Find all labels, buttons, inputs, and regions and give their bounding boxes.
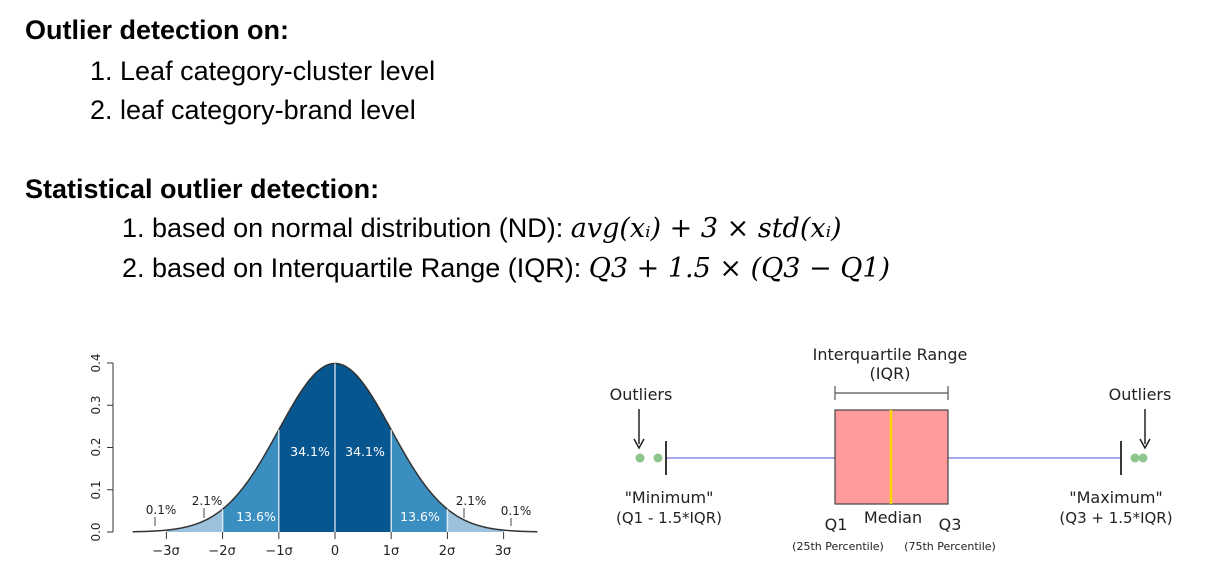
x-tick-label-pos3: 3σ	[495, 544, 512, 559]
maximum-label: "Maximum"	[1069, 488, 1163, 507]
band-tail-left	[166, 509, 223, 532]
minimum-formula: (Q1 - 1.5*IQR)	[616, 509, 722, 527]
outlier-arrowhead-right	[1139, 438, 1151, 450]
band-label-mid-left: 13.6%	[236, 509, 276, 524]
x-tick-label-pos2: 2σ	[439, 544, 456, 559]
band-label-mid-right: 13.6%	[400, 509, 440, 524]
svg-text:0.0: 0.0	[89, 522, 103, 541]
minimum-label: "Minimum"	[625, 488, 714, 507]
x-tick-label-neg1: −1σ	[265, 544, 292, 559]
q1-label: Q1	[825, 515, 848, 534]
sigma-dividers	[221, 363, 449, 532]
nd-formula: avg(xᵢ) + 3 × std(xᵢ)	[570, 213, 842, 244]
x-tick-label-pos1: 1σ	[383, 544, 400, 559]
y-tick-label-1: 0.1	[89, 480, 103, 499]
x-axis-ticks	[165, 532, 505, 539]
y-tick-label-4: 0.4	[89, 353, 103, 372]
statistical-outlier-heading: Statistical outlier detection:	[25, 174, 380, 204]
x-tick-label-0: 0	[331, 544, 339, 559]
outlier-point-right-2	[1138, 453, 1148, 463]
outlier-point-left-1	[635, 453, 645, 463]
band-tail-right	[447, 509, 504, 532]
svg-text:0.1: 0.1	[89, 480, 103, 499]
band-label-far-left: 0.1%	[146, 503, 177, 517]
svg-text:0.2: 0.2	[89, 437, 103, 456]
y-tick-label-0: 0.0	[89, 522, 103, 541]
stat-item-2: 2. based on Interquartile Range (IQR): Q…	[122, 253, 890, 284]
x-tick-label-neg3: −3σ	[152, 544, 179, 559]
svg-text:0.3: 0.3	[89, 395, 103, 414]
outliers-label-right: Outliers	[1109, 385, 1172, 404]
outliers-label-left: Outliers	[610, 385, 673, 404]
outlier-item-2: 2. leaf category-brand level	[90, 95, 416, 125]
q1-percentile: (25th Percentile)	[792, 540, 884, 553]
outlier-item-1: 1. Leaf category-cluster level	[90, 56, 436, 86]
stat-item-1: 1. based on normal distribution (ND): av…	[122, 213, 842, 244]
y-tick-label-3: 0.3	[89, 395, 103, 414]
band-label-center-left: 34.1%	[290, 444, 330, 459]
stat-item-1-text: 1. based on normal distribution (ND):	[122, 213, 571, 243]
svg-text:0.4: 0.4	[89, 353, 103, 372]
maximum-formula: (Q3 + 1.5*IQR)	[1059, 509, 1172, 527]
x-tick-label-neg2: −2σ	[208, 544, 235, 559]
band-label-center-right: 34.1%	[345, 444, 385, 459]
outlier-point-right-1	[1130, 453, 1140, 463]
median-label: Median	[864, 508, 922, 527]
outlier-arrowhead-left	[633, 438, 645, 450]
stat-item-2-text: 2. based on Interquartile Range (IQR):	[122, 253, 589, 283]
iqr-label-line2: (IQR)	[870, 364, 911, 383]
y-axis-ticks	[107, 362, 113, 533]
q3-label: Q3	[939, 515, 962, 534]
normal-distribution-chart: 0.0 0.1 0.2 0.3 0.4 −3σ −2σ −1σ 0 1σ 2σ …	[89, 353, 560, 559]
iqr-formula: Q3 + 1.5 × (Q3 − Q1)	[588, 253, 891, 284]
boxplot-diagram: Interquartile Range (IQR) Outliers Outli…	[610, 345, 1173, 553]
outlier-point-left-2	[653, 453, 663, 463]
band-label-tail-right: 2.1%	[456, 494, 487, 508]
y-tick-label-2: 0.2	[89, 437, 103, 456]
iqr-label-line1: Interquartile Range	[813, 345, 968, 364]
q3-percentile: (75th Percentile)	[904, 540, 996, 553]
band-label-far-right: 0.1%	[501, 504, 532, 518]
outlier-detection-heading: Outlier detection on:	[25, 15, 290, 45]
band-label-tail-left: 2.1%	[192, 494, 223, 508]
